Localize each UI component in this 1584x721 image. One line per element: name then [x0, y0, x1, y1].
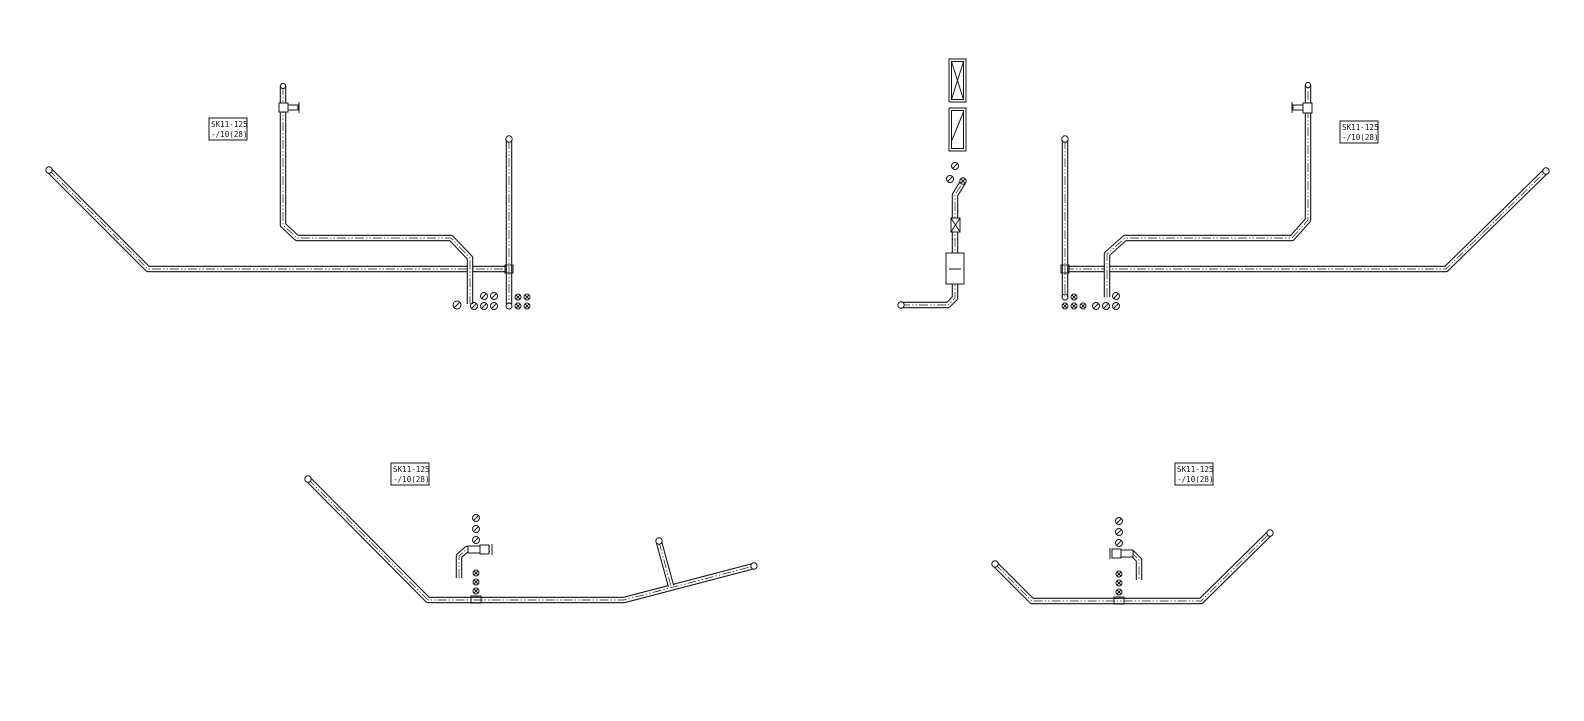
- fastener-symbols: [1061, 292, 1120, 310]
- part-variant: -/10(28): [1177, 475, 1214, 484]
- assembly-top-right: SK11-125 -/10(28): [1060, 81, 1550, 310]
- pipe-end-cap: [991, 560, 999, 568]
- pipe-end-cap: [1061, 135, 1069, 143]
- pipe-end-cap: [655, 537, 663, 545]
- pipe-end-cap: [750, 562, 758, 570]
- pipe-end-cap: [304, 475, 312, 483]
- part-variant: -/10(28): [393, 475, 430, 484]
- part-number: SK11-125: [211, 120, 248, 129]
- pipe-end-cap: [1266, 529, 1274, 537]
- part-label-top-right: SK11-125 -/10(28): [1339, 120, 1379, 144]
- assembly-top-center: [897, 58, 967, 309]
- assembly-bottom-right: SK11-125 -/10(28): [991, 462, 1274, 605]
- pipe-tr-main: [1065, 168, 1549, 273]
- valve-fitting: [1109, 548, 1134, 559]
- pipe-tl-branch: [279, 86, 474, 304]
- pipe-end-cap: [1304, 81, 1312, 89]
- part-number: SK11-125: [1342, 123, 1379, 132]
- filter-element: [948, 107, 967, 152]
- pipe-bl-main: [305, 476, 755, 604]
- part-variant: -/10(28): [211, 130, 248, 139]
- valve-fitting: [1291, 102, 1313, 114]
- fastener-symbols: [946, 162, 959, 183]
- pipe-tc-line: [901, 180, 966, 309]
- part-label-bottom-right: SK11-125 -/10(28): [1174, 462, 1214, 486]
- pipe-bl-riser: [655, 541, 675, 587]
- part-number: SK11-125: [1177, 465, 1214, 474]
- valve-fitting: [467, 544, 493, 555]
- inline-valve: [950, 217, 961, 233]
- tee-junction: [1060, 264, 1070, 274]
- pipe-tl-main: [46, 167, 510, 273]
- assembly-bottom-left: SK11-125 -/10(28): [304, 462, 758, 604]
- pipe-end-cap: [897, 301, 905, 309]
- part-variant: -/10(28): [1342, 133, 1379, 142]
- pipe-end-cap: [279, 82, 287, 90]
- pipe-tr-branch: [1103, 85, 1312, 297]
- fastener-symbols: [1113, 517, 1125, 605]
- pipe-end-cap: [1542, 167, 1550, 175]
- pipe-end-cap: [45, 166, 53, 174]
- fastener-symbols: [452, 292, 531, 310]
- fastener-symbols: [470, 514, 482, 604]
- filter-element: [948, 58, 967, 103]
- part-number: SK11-125: [393, 465, 430, 474]
- pipe-br-main: [992, 530, 1273, 605]
- tee-junction: [504, 264, 514, 274]
- part-label-top-left: SK11-125 -/10(28): [208, 117, 248, 141]
- assembly-top-left: SK11-125 -/10(28): [45, 82, 531, 310]
- valve-fitting: [278, 102, 300, 113]
- part-label-bottom-left: SK11-125 -/10(28): [390, 462, 430, 486]
- pipe-end-cap: [505, 135, 513, 143]
